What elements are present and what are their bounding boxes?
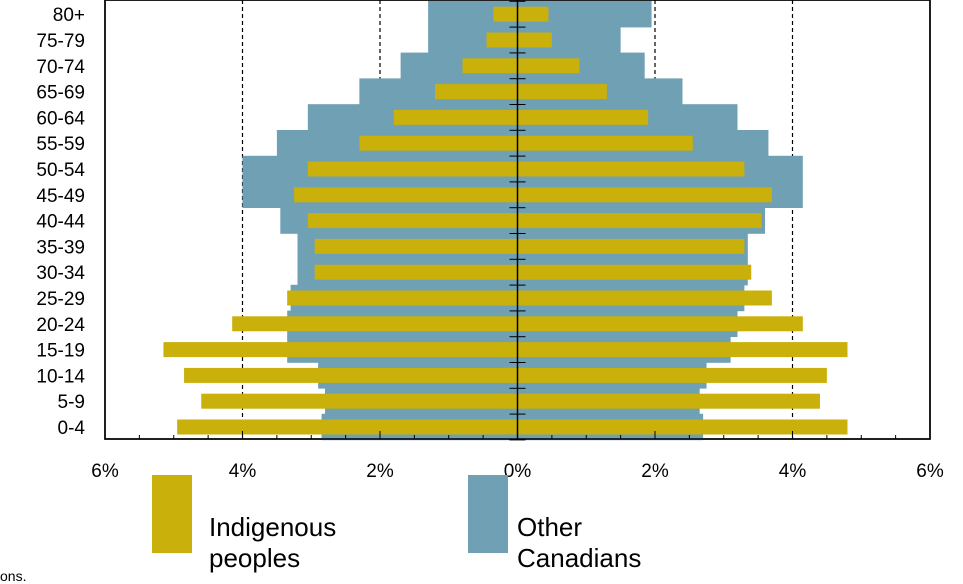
legend-label-indigenous-line1: Indigenous: [209, 512, 337, 542]
bar-indigenous-female-30-34: [517, 264, 752, 280]
bar-indigenous-female-35-39: [517, 238, 745, 254]
bar-indigenous-male-15-19: [163, 342, 518, 358]
x-tick-label: 6%: [91, 461, 119, 482]
y-category-label: 10-14: [36, 366, 85, 387]
y-category-label: 60-64: [36, 108, 85, 129]
y-category-label: 20-24: [36, 315, 85, 336]
bar-indigenous-male-10-14: [184, 367, 518, 383]
legend-label-other-line1: Other: [517, 512, 583, 542]
bar-indigenous-female-45-49: [517, 187, 772, 203]
bar-indigenous-male-80+: [493, 6, 518, 22]
legend-swatch-other: [468, 475, 508, 553]
bar-indigenous-male-75-79: [486, 32, 518, 48]
y-category-label: 65-69: [36, 83, 85, 104]
bar-indigenous-male-0-4: [177, 419, 518, 435]
x-tick-label: 4%: [229, 461, 257, 482]
bar-indigenous-female-15-19: [517, 342, 848, 358]
legend-swatch-indigenous: [152, 475, 192, 553]
bar-indigenous-female-10-14: [517, 367, 827, 383]
bar-indigenous-female-40-44: [517, 213, 762, 229]
population-pyramid-chart: 6% 4% 2% 0% 2% 4% 6% 0-4 5-9 10-14 15-19 20-24 25-29…: [36, 0, 944, 482]
y-category-label: 70-74: [36, 57, 85, 78]
bar-indigenous-female-65-69: [517, 84, 607, 100]
legend-label-indigenous: Indigenous peoples: [209, 512, 336, 574]
bar-indigenous-male-35-39: [314, 238, 518, 254]
bar-indigenous-male-25-29: [287, 290, 518, 306]
bar-indigenous-female-50-54: [517, 161, 745, 177]
y-category-label: 35-39: [36, 237, 85, 258]
footnote: ons.: [0, 568, 27, 584]
bar-indigenous-female-5-9: [517, 393, 820, 409]
y-category-label: 0-4: [58, 418, 86, 439]
bar-indigenous-male-70-74: [462, 58, 518, 74]
bar-indigenous-male-60-64: [393, 109, 518, 125]
y-category-label: 75-79: [36, 31, 85, 52]
bar-indigenous-male-50-54: [307, 161, 518, 177]
y-category-label: 15-19: [36, 341, 85, 362]
bar-indigenous-male-20-24: [232, 316, 518, 332]
y-category-label: 45-49: [36, 186, 85, 207]
bar-indigenous-male-40-44: [307, 213, 518, 229]
y-category-label: 50-54: [36, 160, 85, 181]
bar-indigenous-male-45-49: [294, 187, 518, 203]
y-category-label: 30-34: [36, 263, 85, 284]
bar-indigenous-female-70-74: [517, 58, 580, 74]
bar-indigenous-male-5-9: [201, 393, 518, 409]
legend-label-indigenous-line2: peoples: [209, 543, 301, 573]
legend-label-other-line2: Canadians: [517, 543, 642, 573]
legend-label-other: Other Canadians: [517, 512, 641, 574]
plot-area: 6% 4% 2% 0% 2% 4% 6% 0-4 5-9 10-14 15-19 20-24 25-29…: [36, 0, 944, 482]
bar-indigenous-female-0-4: [517, 419, 848, 435]
y-category-label: 25-29: [36, 289, 85, 310]
y-category-label: 80+: [53, 5, 85, 26]
x-tick-label: 6%: [916, 461, 944, 482]
bar-indigenous-male-55-59: [359, 135, 518, 151]
x-tick-label: 0%: [504, 461, 532, 482]
y-category-label: 55-59: [36, 134, 85, 155]
y-category-label: 5-9: [58, 392, 85, 413]
bar-indigenous-female-20-24: [517, 316, 803, 332]
x-tick-label: 2%: [366, 461, 394, 482]
bar-indigenous-female-60-64: [517, 109, 649, 125]
x-tick-label: 4%: [779, 461, 807, 482]
bar-indigenous-female-75-79: [517, 32, 552, 48]
bar-indigenous-male-30-34: [314, 264, 518, 280]
y-category-label: 40-44: [36, 212, 85, 233]
bar-indigenous-female-55-59: [517, 135, 693, 151]
bar-indigenous-female-80+: [517, 6, 549, 22]
bar-indigenous-male-65-69: [435, 84, 518, 100]
x-tick-label: 2%: [641, 461, 669, 482]
bar-indigenous-female-25-29: [517, 290, 772, 306]
